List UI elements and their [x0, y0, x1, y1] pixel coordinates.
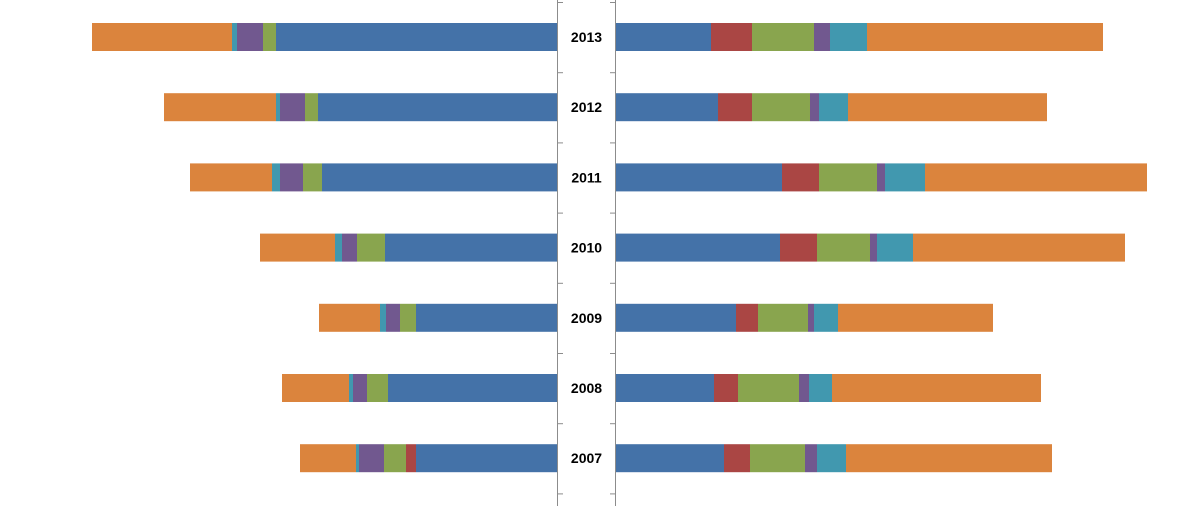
right-bar-2013-segment-3: [752, 23, 814, 51]
left-bar-2008-segment-4: [353, 374, 367, 402]
right-bar-2012-segment-4: [810, 93, 819, 122]
left-bar-2008-segment-5: [349, 374, 353, 402]
right-bar-2013-segment-6: [867, 23, 1103, 51]
left-bar-2009-segment-6: [319, 303, 380, 332]
left-bar-2009-segment-1: [416, 303, 557, 332]
left-bar-2010-segment-5: [335, 233, 342, 262]
year-labels: 2013 2012 2011 2010 2009 2008 2007: [571, 29, 602, 466]
left-bar-2007-segment-5: [356, 444, 359, 473]
right-bar-2013-segment-4: [814, 23, 830, 51]
right-bar-2010-segment-1: [616, 233, 780, 262]
left-bar-2012-segment-6: [164, 93, 276, 122]
right-bar-2013-segment-1: [616, 23, 711, 51]
year-label-2012: 2012: [571, 99, 602, 115]
left-bar-2009-segment-4: [386, 303, 400, 332]
left-bar-2009-segment-5: [380, 303, 386, 332]
left-bar-2011-segment-5: [272, 163, 280, 192]
left-bar-2010-segment-4: [342, 233, 357, 262]
right-bar-2008-segment-2: [714, 374, 738, 402]
left-bar-2009-segment-3: [400, 303, 416, 332]
left-bar-2008-segment-6: [282, 374, 349, 402]
right-bar-2012-segment-3: [752, 93, 810, 122]
right-bar-2009-segment-5: [814, 303, 838, 332]
right-bar-2007-segment-5: [817, 444, 846, 473]
left-bar-2012-segment-1: [318, 93, 557, 122]
right-bar-2010-segment-2: [780, 233, 817, 262]
year-label-2010: 2010: [571, 240, 602, 256]
left-bar-2007-segment-3: [384, 444, 406, 473]
left-bar-2013-segment-1: [276, 23, 557, 51]
left-bar-2013-segment-6: [92, 23, 232, 51]
right-bar-2011-segment-5: [885, 163, 925, 192]
left-panel-bars: [92, 23, 557, 473]
left-bar-2013-segment-3: [263, 23, 276, 51]
right-bar-2010-segment-4: [870, 233, 877, 262]
year-label-2009: 2009: [571, 310, 602, 326]
left-bar-2012-segment-4: [280, 93, 305, 122]
left-bar-2012-segment-3: [305, 93, 318, 122]
left-bar-2010-segment-1: [385, 233, 557, 262]
right-bar-2007-segment-6: [846, 444, 1052, 473]
right-bar-2013-segment-5: [830, 23, 867, 51]
left-bar-2013-segment-4: [237, 23, 263, 51]
left-bar-2007-segment-2: [406, 444, 416, 473]
right-bar-2007-segment-2: [724, 444, 750, 473]
right-bar-2007-segment-3: [750, 444, 805, 473]
right-bar-2009-segment-4: [808, 303, 814, 332]
right-bar-2013-segment-2: [711, 23, 752, 51]
left-bar-2007-segment-6: [300, 444, 356, 473]
left-bar-2011-segment-1: [322, 163, 557, 192]
center-axes: [557, 0, 616, 506]
year-label-2013: 2013: [571, 29, 602, 45]
year-label-2011: 2011: [571, 169, 602, 185]
right-bar-2010-segment-5: [877, 233, 913, 262]
right-bar-2011-segment-1: [616, 163, 782, 192]
left-bar-2011-segment-3: [303, 163, 322, 192]
left-bar-2008-segment-3: [367, 374, 388, 402]
left-bar-2007-segment-1: [416, 444, 557, 473]
right-bar-2007-segment-1: [616, 444, 724, 473]
right-bar-2011-segment-3: [819, 163, 877, 192]
left-bar-2010-segment-3: [357, 233, 385, 262]
right-bar-2008-segment-6: [832, 374, 1041, 402]
right-bar-2012-segment-1: [616, 93, 718, 122]
right-bar-2008-segment-3: [738, 374, 799, 402]
year-label-2007: 2007: [571, 450, 602, 466]
right-bar-2012-segment-6: [848, 93, 1047, 122]
right-bar-2011-segment-4: [877, 163, 885, 192]
left-bar-2008-segment-1: [388, 374, 557, 402]
right-bar-2012-segment-2: [718, 93, 752, 122]
left-bar-2007-segment-4: [359, 444, 384, 473]
right-bar-2009-segment-1: [616, 303, 736, 332]
right-bar-2008-segment-4: [799, 374, 809, 402]
left-bar-2012-segment-5: [276, 93, 280, 122]
left-bar-2010-segment-6: [260, 233, 335, 262]
right-bar-2011-segment-6: [925, 163, 1147, 192]
left-bar-2011-segment-6: [190, 163, 272, 192]
right-bar-2010-segment-6: [913, 233, 1125, 262]
right-bar-2007-segment-4: [805, 444, 817, 473]
left-bar-2013-segment-5: [232, 23, 237, 51]
right-bar-2008-segment-5: [809, 374, 832, 402]
right-bar-2011-segment-2: [782, 163, 819, 192]
right-bar-2009-segment-6: [838, 303, 993, 332]
right-panel-bars: [616, 23, 1147, 473]
year-label-2008: 2008: [571, 380, 602, 396]
right-bar-2009-segment-3: [758, 303, 808, 332]
left-bar-2011-segment-4: [280, 163, 303, 192]
right-bar-2008-segment-1: [616, 374, 714, 402]
right-bar-2010-segment-3: [817, 233, 870, 262]
right-bar-2009-segment-2: [736, 303, 758, 332]
right-bar-2012-segment-5: [819, 93, 848, 122]
